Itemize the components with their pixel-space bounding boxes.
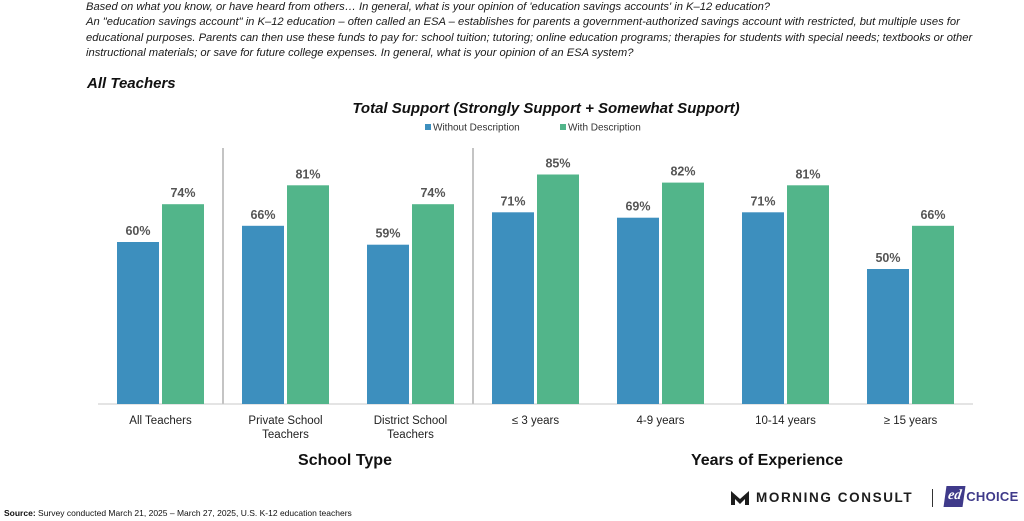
source-note: Source: Survey conducted March 21, 2025 … xyxy=(4,508,352,518)
data-label-2-4: 85% xyxy=(545,157,570,171)
data-label-2-6: 81% xyxy=(795,167,820,181)
bar-1-1 xyxy=(117,242,159,404)
bar-1-2 xyxy=(242,225,284,404)
bar-1-3 xyxy=(367,244,409,404)
morning-consult-wordmark: MORNING CONSULT xyxy=(756,490,914,505)
logo-divider xyxy=(932,489,933,507)
survey-question: Based on what you know, or have heard fr… xyxy=(86,0,1016,61)
bar-2-7 xyxy=(912,225,954,404)
data-label-2-7: 66% xyxy=(920,208,945,222)
bar-1-7 xyxy=(867,269,909,404)
bar-1-5 xyxy=(617,217,659,404)
bar-2-3 xyxy=(412,204,454,404)
bar-2-6 xyxy=(787,185,829,404)
edchoice-wordmark: CHOICE xyxy=(966,489,1019,504)
data-label-2-5: 82% xyxy=(670,165,695,179)
bar-2-4 xyxy=(537,174,579,404)
category-label-6-1: 10-14 years xyxy=(755,415,816,427)
chart-subtitle: All Teachers xyxy=(87,75,176,92)
bar-2-2 xyxy=(287,185,329,404)
data-label-2-2: 81% xyxy=(295,167,320,181)
bar-1-4 xyxy=(492,212,534,404)
chart-title: Total Support (Strongly Support + Somewh… xyxy=(352,100,739,117)
data-label-1-3: 59% xyxy=(375,227,400,241)
bar-2-1 xyxy=(162,204,204,404)
data-label-1-6: 71% xyxy=(750,194,775,208)
legend-label-1: Without Description xyxy=(433,123,520,134)
group-label-2: Years of Experience xyxy=(691,452,843,469)
bar-1-6 xyxy=(742,212,784,404)
group-label-1: School Type xyxy=(298,452,392,469)
bar-chart: Total Support (Strongly Support + Somewh… xyxy=(98,100,973,469)
category-label-2-1: Private School xyxy=(248,415,322,427)
data-label-1-5: 69% xyxy=(625,200,650,214)
data-label-1-7: 50% xyxy=(875,251,900,265)
data-label-2-3: 74% xyxy=(420,186,445,200)
category-label-3-1: District School xyxy=(374,415,448,427)
legend-swatch-1 xyxy=(425,124,431,130)
data-label-1-2: 66% xyxy=(250,208,275,222)
source-text: Survey conducted March 21, 2025 – March … xyxy=(38,508,352,518)
data-label-1-1: 60% xyxy=(125,224,150,238)
category-label-1-1: All Teachers xyxy=(129,415,192,427)
category-label-4-1: ≤ 3 years xyxy=(512,415,559,427)
morning-consult-logo: MORNING CONSULT xyxy=(731,490,913,505)
legend-label-2: With Description xyxy=(568,123,641,134)
question-line-1: Based on what you know, or have heard fr… xyxy=(86,1,771,13)
morning-consult-m-icon xyxy=(731,490,749,505)
edchoice-logo: ed CHOICE xyxy=(943,486,1019,507)
source-label: Source: xyxy=(4,508,36,518)
data-label-1-4: 71% xyxy=(500,194,525,208)
category-label-2-2: Teachers xyxy=(262,429,309,441)
category-label-7-1: ≥ 15 years xyxy=(884,415,938,427)
data-label-2-1: 74% xyxy=(170,186,195,200)
edchoice-ed-mark: ed xyxy=(943,486,966,507)
category-label-3-2: Teachers xyxy=(387,429,434,441)
bar-2-5 xyxy=(662,182,704,404)
legend-swatch-2 xyxy=(560,124,566,130)
category-label-5-1: 4-9 years xyxy=(637,415,685,427)
question-line-2: An "education savings account" in K–12 e… xyxy=(86,16,973,59)
